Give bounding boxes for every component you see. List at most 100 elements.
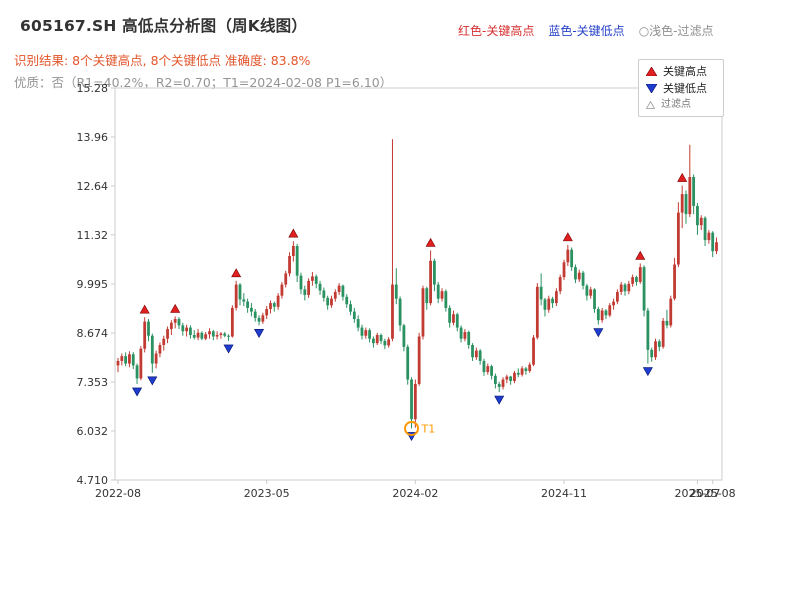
candle-body [337,285,341,292]
candle-body [543,299,547,310]
candle-body [471,345,474,358]
candle-body [288,256,291,274]
legend-row-key-high: 关键高点 [646,65,716,78]
candle-body [150,335,154,364]
key-high-marker [425,237,436,247]
candle-body [612,301,615,306]
candle-body [413,383,417,420]
candle-body [196,332,200,338]
candle-body [299,275,303,290]
page-title: 605167.SH 高低点分析图（周K线图） [20,17,308,35]
candle-body [261,315,265,322]
recognition-result-text: 识别结果: 8个关键高点, 8个关键低点 准确度: 83.8% [14,53,311,68]
header-legend-filter: ○浅色-过滤点 [638,24,714,38]
candle-body [330,298,333,306]
candle-body [333,291,337,299]
filter-triangle-icon [646,101,655,110]
candle-body [322,290,326,298]
candle-body [516,372,520,375]
candle-body [551,298,554,304]
key-low-marker [593,328,604,338]
candle-body [116,360,120,366]
candle-body [509,376,513,381]
candle-body [189,327,192,335]
candle-body [547,298,551,310]
candle-body [253,311,257,318]
t1-marker [404,420,420,436]
candle-body [440,291,444,299]
candle-body [291,245,295,256]
candle-body [158,345,162,354]
candle-body [356,319,360,328]
candle-body [345,296,349,305]
candle-body [417,336,421,384]
candle-body [128,354,131,364]
y-axis-tick-label: 7.353 [77,376,109,389]
legend-key-low-label: 关键低点 [663,82,707,96]
candle-body [295,245,299,276]
candle-body [455,314,459,328]
chart-legend: 关键高点 关键低点 过滤点 [638,59,724,118]
candle-body [478,350,482,361]
candle-body [684,194,688,215]
header-legend: 红色-关键高点 蓝色-关键低点 ○浅色-过滤点 [458,22,714,39]
candle-body [467,332,471,346]
candle-body [688,177,692,215]
y-axis-tick-label: 8.674 [77,327,109,340]
candle-body [139,348,143,379]
candle-body [608,305,612,316]
candle-body [204,334,208,339]
candle-body [208,331,211,335]
candle-body [600,310,604,321]
candle-body [410,379,413,420]
candle-body [166,329,169,339]
key-high-marker [635,250,646,260]
candle-body [368,330,371,339]
candle-body [680,194,684,213]
candle-body [387,339,391,346]
candle-body [436,284,440,299]
key-low-marker [494,395,505,405]
quality-assessment-text: 优质：否（R1=40.2%，R2=0.70；T1=2024-02-08 P1=6… [14,75,393,90]
candle-body [421,288,425,337]
candle-body [185,327,189,332]
candle-body [673,264,676,299]
candle-body [402,325,406,347]
candle-body [665,320,669,326]
candle-body [589,289,593,296]
candle-body [654,341,657,358]
candle-body [375,334,379,344]
candle-body [269,303,272,310]
candle-body [314,276,318,284]
candle-body [635,277,638,282]
candle-body [349,304,352,312]
candle-body [169,322,173,330]
candle-body [715,242,718,252]
candle-body [265,309,269,316]
key-high-marker [677,172,688,182]
candle-body [173,319,177,323]
key-high-triangle-icon [646,67,657,77]
y-axis-tick-label: 6.032 [77,425,109,438]
candle-body [513,372,516,381]
candle-body [554,291,558,304]
candle-body [642,267,646,311]
key-high-marker [562,232,573,242]
candle-body [238,284,242,300]
candle-body [448,307,452,323]
candle-body [379,334,383,341]
header-legend-key-high: 红色-关键高点 [458,24,535,38]
x-axis-tick-label: 2022-08 [95,487,141,500]
candle-body [398,298,402,326]
candle-body [303,289,307,295]
candle-body [135,365,139,379]
candle-body [227,335,230,337]
y-axis-tick-label: 4.710 [77,474,109,487]
candle-body [147,321,150,336]
candle-body [318,283,322,291]
candle-body [391,284,394,339]
key-low-marker [254,329,265,338]
candle-body [341,285,345,297]
candle-body [272,303,276,307]
